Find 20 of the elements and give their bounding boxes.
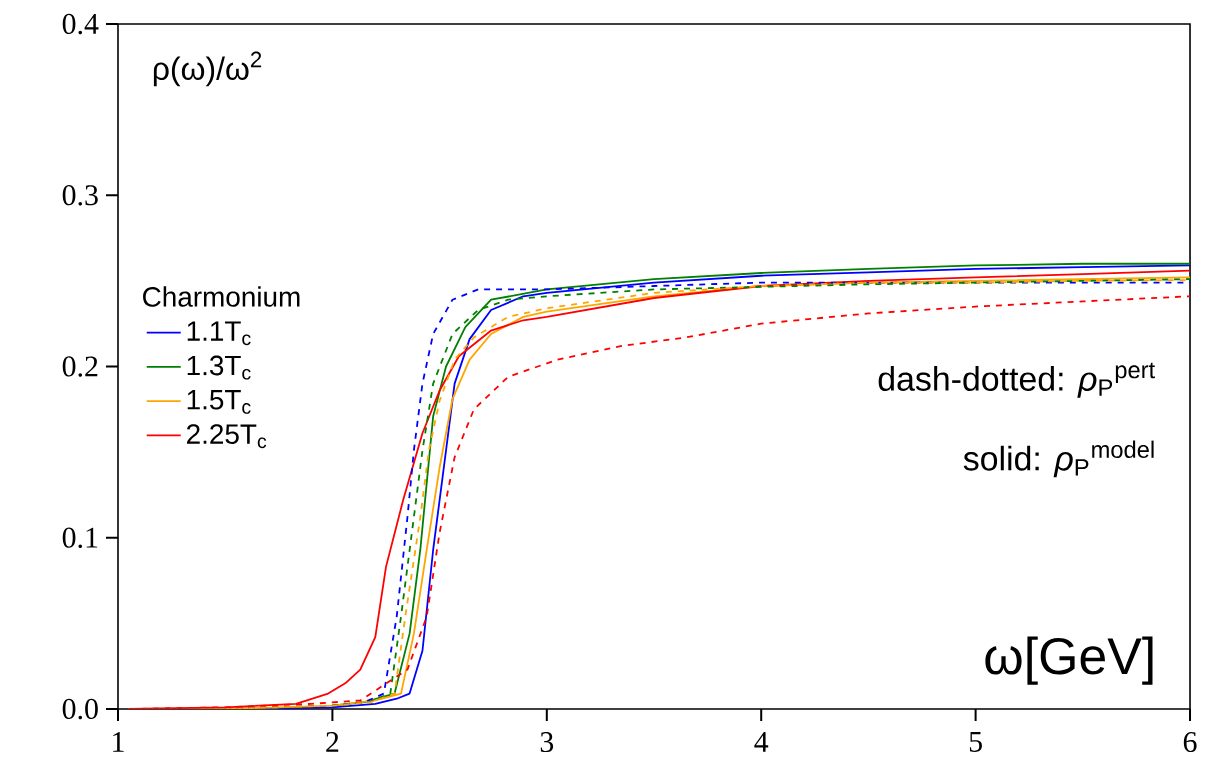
y-tick-label: 0.2	[62, 356, 98, 377]
legend-title: Charmonium	[143, 286, 300, 307]
x-tick-label: 4	[754, 732, 769, 752]
x-tick-label: 6	[1183, 732, 1197, 753]
y-tick-label: 0.4	[62, 13, 99, 35]
y-tick-label: 0.3	[62, 185, 98, 206]
legend-label: 1.1T$_{c}$	[187, 321, 251, 346]
x-tick-label: 1	[113, 732, 124, 752]
legend-label: 2.25T$_{c}$	[187, 424, 267, 449]
x-tick-label: 2	[326, 732, 339, 752]
y-tick-label: 0.1	[62, 527, 98, 548]
y-axis-title: ρ(ω)/ω$^{2}$	[153, 51, 262, 87]
annotation: dash-dotted: ρ$_{P}$pert	[878, 362, 1155, 398]
annotation: solid: ρ$_{P}$model	[963, 440, 1154, 478]
y-tick-label: 0.0	[62, 698, 98, 720]
legend-label: 1.5T$_{c}$	[187, 390, 251, 414]
x-tick-label: 3	[540, 732, 554, 753]
x-axis-title: ω[GeV]	[985, 636, 1153, 685]
x-tick-label: 5	[969, 732, 982, 752]
legend-label: 1.3T$_{c}$	[187, 355, 251, 380]
